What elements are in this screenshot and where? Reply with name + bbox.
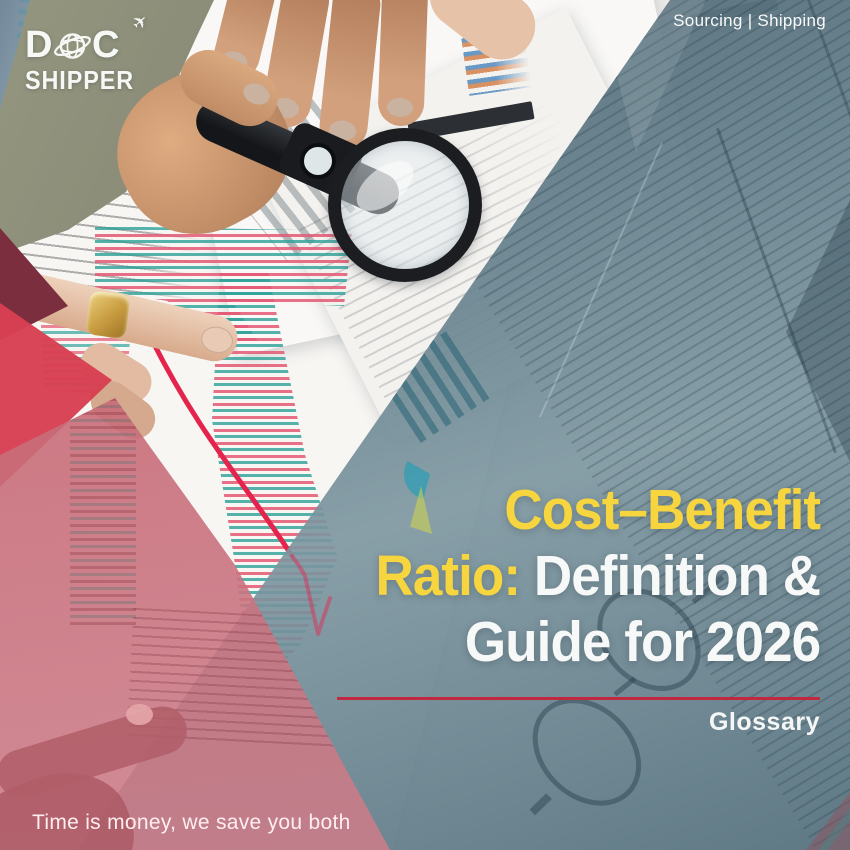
category-label: Glossary <box>708 708 820 736</box>
candles-through-salmon <box>70 398 136 626</box>
finger <box>377 0 429 127</box>
eyeglasses-icon <box>529 575 725 816</box>
globe-icon <box>54 28 91 64</box>
red-divider-line <box>337 697 820 700</box>
magnifier-small-lens-icon <box>300 143 336 179</box>
title-line-1: Cost–Benefit <box>504 478 821 542</box>
title-highlight: Ratio: <box>375 544 521 608</box>
page-title: Cost–Benefit Ratio: Definition & Guide f… <box>342 477 821 675</box>
title-line-3: Guide for 2026 <box>464 610 821 674</box>
logo-wordmark-top: D C <box>25 26 146 64</box>
logo-wordmark-bottom: SHIPPER <box>25 65 135 95</box>
fingernail-through-salmon <box>126 704 153 725</box>
logo-letter-d: D <box>25 24 53 66</box>
docshipper-logo: ✈ D C SHIPPER <box>25 10 153 96</box>
title-line-2-rest: Definition & <box>519 544 821 608</box>
magnifier-lens-icon <box>328 128 482 282</box>
services-label: Sourcing | Shipping <box>673 11 826 30</box>
tagline: Time is money, we save you both <box>32 811 351 834</box>
title-line-2: Ratio: Definition & <box>375 543 821 609</box>
pie-chart-quarter <box>404 448 456 500</box>
fingernail <box>198 323 236 357</box>
logo-letter-c: C <box>91 24 120 66</box>
gold-ring <box>85 290 131 339</box>
